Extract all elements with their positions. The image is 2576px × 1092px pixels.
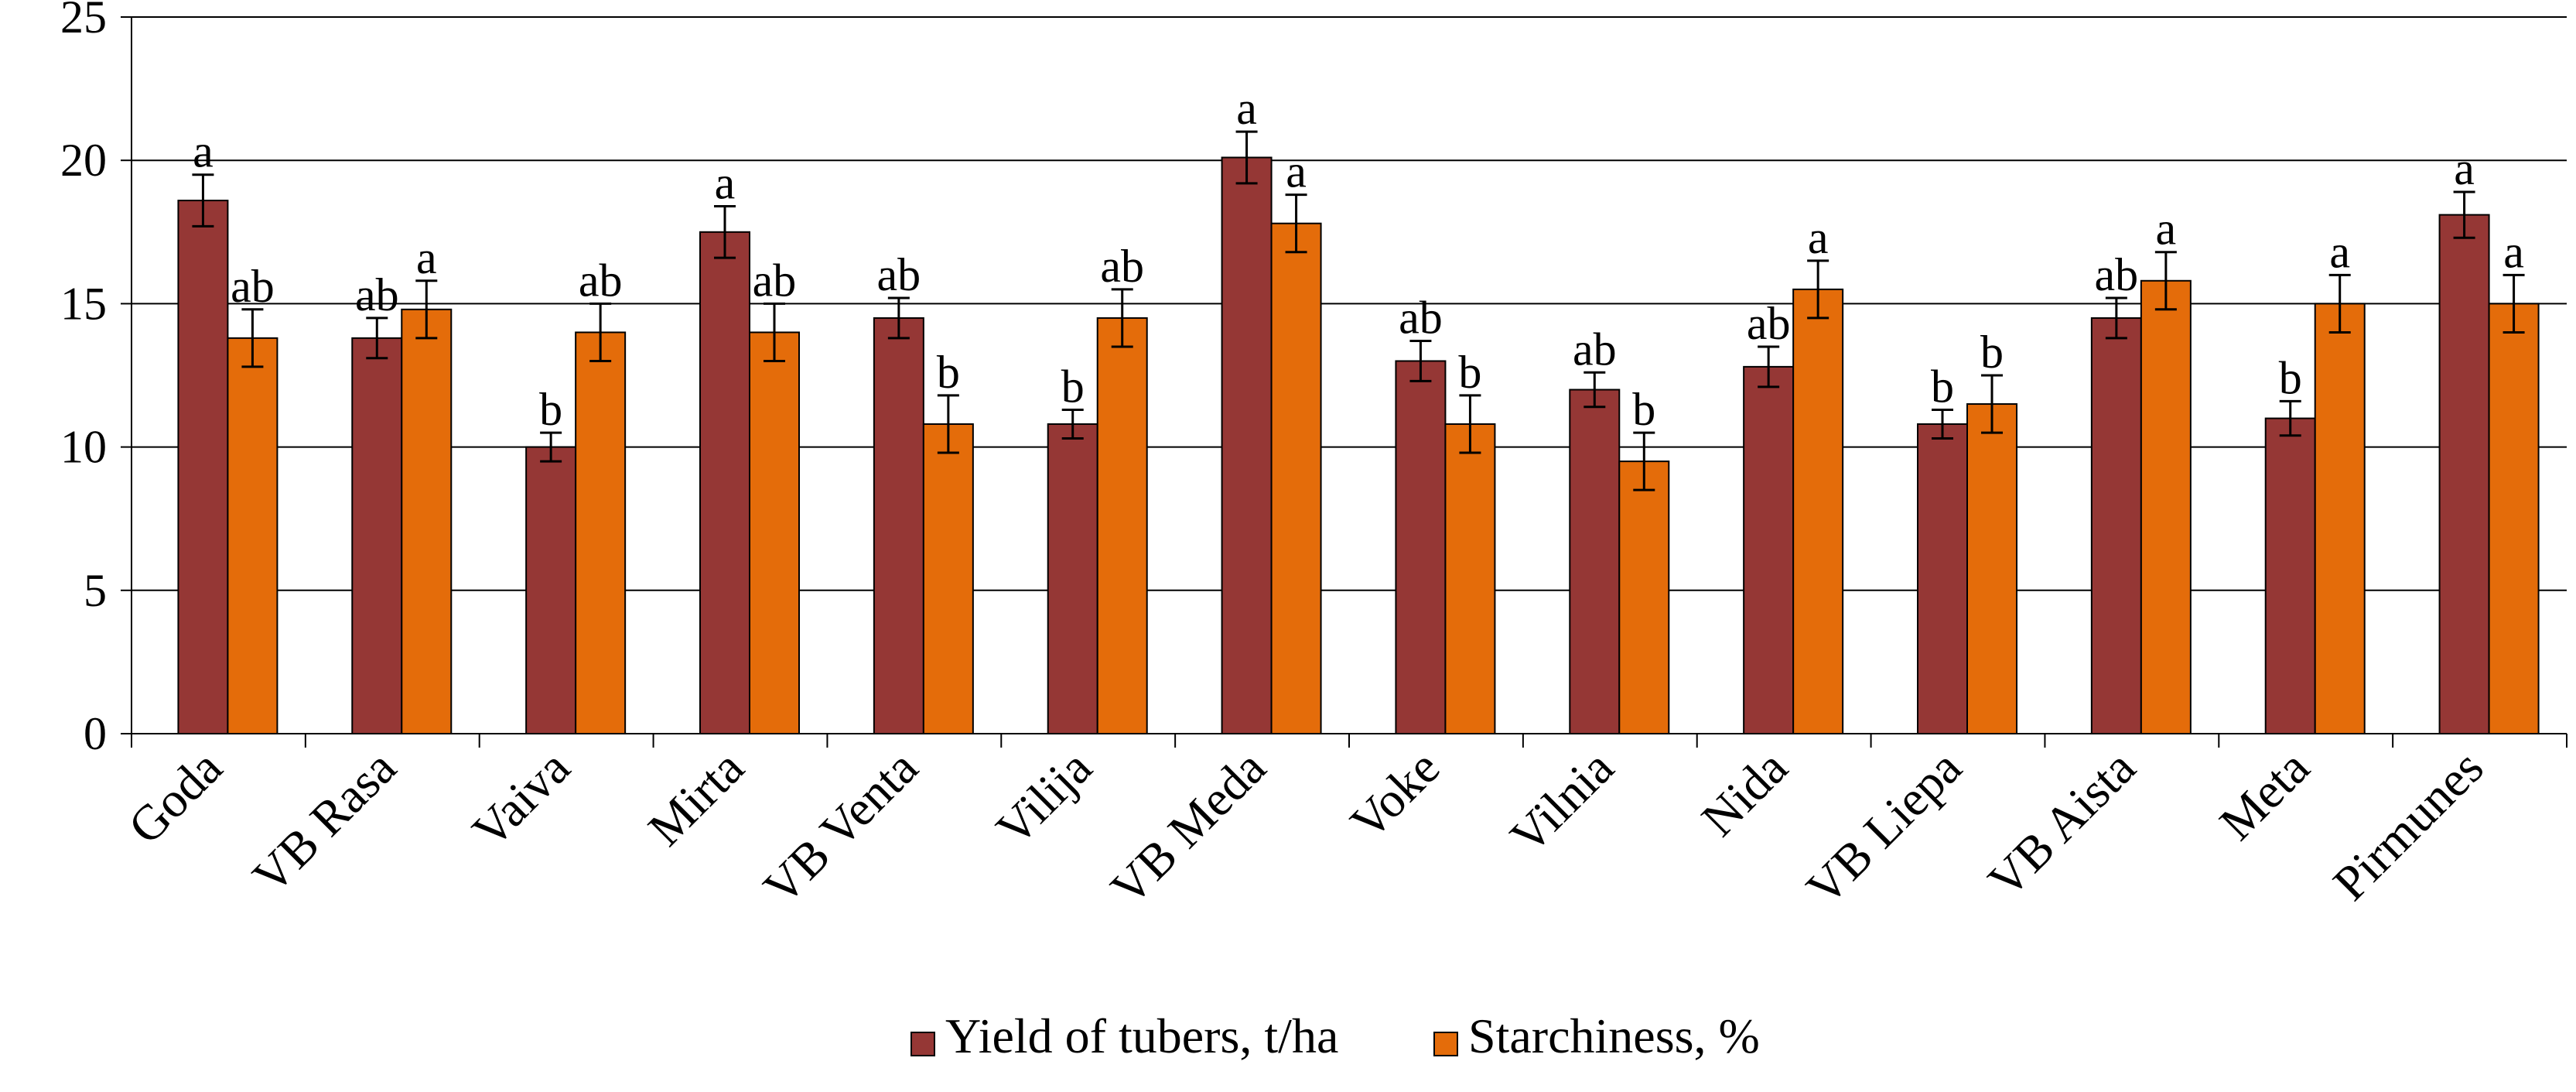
- significance-label: b: [1458, 347, 1481, 398]
- bar-yield-vb-rasa: [351, 337, 403, 734]
- bar-starchiness-vb-aista: [2140, 279, 2192, 734]
- bar-yield-vilnia: [1569, 389, 1621, 734]
- bar-starchiness-nida: [1792, 288, 1844, 734]
- bar-starchiness-meta: [2314, 303, 2366, 734]
- bar-starchiness-vb-meda: [1270, 222, 1322, 734]
- error-bars: [192, 130, 2525, 491]
- significance-label: b: [1931, 361, 1954, 412]
- category-label: Voke: [1340, 740, 1450, 850]
- bar-yield-meta: [2264, 417, 2316, 734]
- category-label: VB Aista: [1977, 740, 2145, 908]
- y-tick-label: 15: [60, 278, 107, 329]
- category-label: Vilija: [986, 740, 1102, 857]
- axes: [121, 16, 2567, 748]
- bar-yield-goda: [177, 200, 229, 734]
- significance-label: a: [715, 157, 736, 208]
- bar-starchiness-vilija: [1096, 317, 1148, 735]
- bar-starchiness-pirmunes: [2488, 303, 2540, 734]
- significance-label: ab: [1399, 293, 1443, 344]
- y-tick-label: 5: [84, 565, 107, 616]
- y-tick-label: 25: [60, 0, 107, 43]
- bar-yield-vb-venta: [873, 317, 924, 735]
- y-tick-label: 10: [60, 422, 107, 473]
- category-label: Vaiva: [462, 740, 580, 858]
- bar-yield-vb-meda: [1221, 156, 1273, 735]
- bar-starchiness-vb-rasa: [401, 308, 453, 735]
- significance-label: a: [1236, 83, 1257, 134]
- bar-yield-vaiva: [525, 446, 577, 734]
- bar-yield-vb-aista: [2090, 317, 2142, 735]
- category-label: VB Liepa: [1795, 740, 1971, 916]
- significance-label: a: [416, 232, 437, 283]
- bars: [177, 156, 2540, 735]
- category-label: Meta: [2209, 740, 2319, 851]
- legend-swatch-yield: [910, 1032, 935, 1056]
- category-label: Goda: [118, 740, 232, 854]
- significance-label: ab: [231, 261, 275, 312]
- bar-starchiness-mirta: [749, 331, 800, 734]
- bar-yield-nida: [1743, 365, 1795, 734]
- significance-label: b: [937, 347, 960, 398]
- grid-lines: [132, 16, 2567, 591]
- legend-swatch-starchiness: [1433, 1032, 1458, 1056]
- legend: Yield of tubers, t/ha Starchiness, %: [910, 1008, 1760, 1063]
- significance-label: b: [1980, 327, 2004, 378]
- y-tick-label: 0: [84, 708, 107, 759]
- bar-starchiness-vb-liepa: [1966, 403, 2017, 734]
- significance-label: b: [2279, 352, 2302, 403]
- significance-label: ab: [355, 269, 399, 320]
- significance-label: b: [539, 384, 562, 435]
- category-label: Vilnia: [1500, 740, 1625, 864]
- bar-yield-vb-liepa: [1917, 423, 1968, 735]
- significance-label: a: [2329, 226, 2350, 277]
- significance-label: ab: [1100, 241, 1144, 292]
- bar-starchiness-vilnia: [1618, 460, 1670, 734]
- legend-label-yield: Yield of tubers, t/ha: [945, 1008, 1338, 1063]
- bar-starchiness-voke: [1444, 423, 1496, 735]
- significance-label: a: [1286, 146, 1307, 197]
- significance-label: ab: [579, 255, 623, 306]
- category-label: VB Meda: [1100, 740, 1276, 916]
- significance-label: ab: [1747, 298, 1791, 349]
- significance-label: a: [2503, 226, 2524, 277]
- bar-yield-vilija: [1047, 423, 1098, 735]
- bar-starchiness-vaiva: [575, 331, 627, 734]
- significance-label: ab: [753, 255, 797, 306]
- y-tick-label: 20: [60, 135, 107, 186]
- significance-label: ab: [877, 249, 921, 300]
- legend-label-starchiness: Starchiness, %: [1468, 1008, 1760, 1063]
- bar-yield-pirmunes: [2438, 214, 2490, 734]
- bar-starchiness-vb-venta: [922, 423, 974, 735]
- significance-label: a: [2156, 204, 2177, 255]
- significance-label: b: [1061, 361, 1085, 412]
- bar-starchiness-goda: [227, 337, 278, 734]
- category-label: Nida: [1691, 740, 1798, 847]
- bar-yield-voke: [1395, 360, 1447, 734]
- category-label: Pirmunes: [2322, 740, 2493, 911]
- significance-label: a: [2454, 143, 2475, 194]
- significance-label: ab: [1573, 323, 1617, 375]
- significance-label: ab: [2095, 249, 2139, 300]
- category-label: VB Rasa: [242, 740, 406, 904]
- significance-label: a: [193, 126, 214, 177]
- significance-label: b: [1632, 384, 1655, 435]
- category-label: VB Venta: [753, 740, 928, 916]
- category-label: Mirta: [637, 740, 754, 857]
- bar-yield-mirta: [699, 231, 750, 734]
- significance-label: a: [1808, 212, 1829, 263]
